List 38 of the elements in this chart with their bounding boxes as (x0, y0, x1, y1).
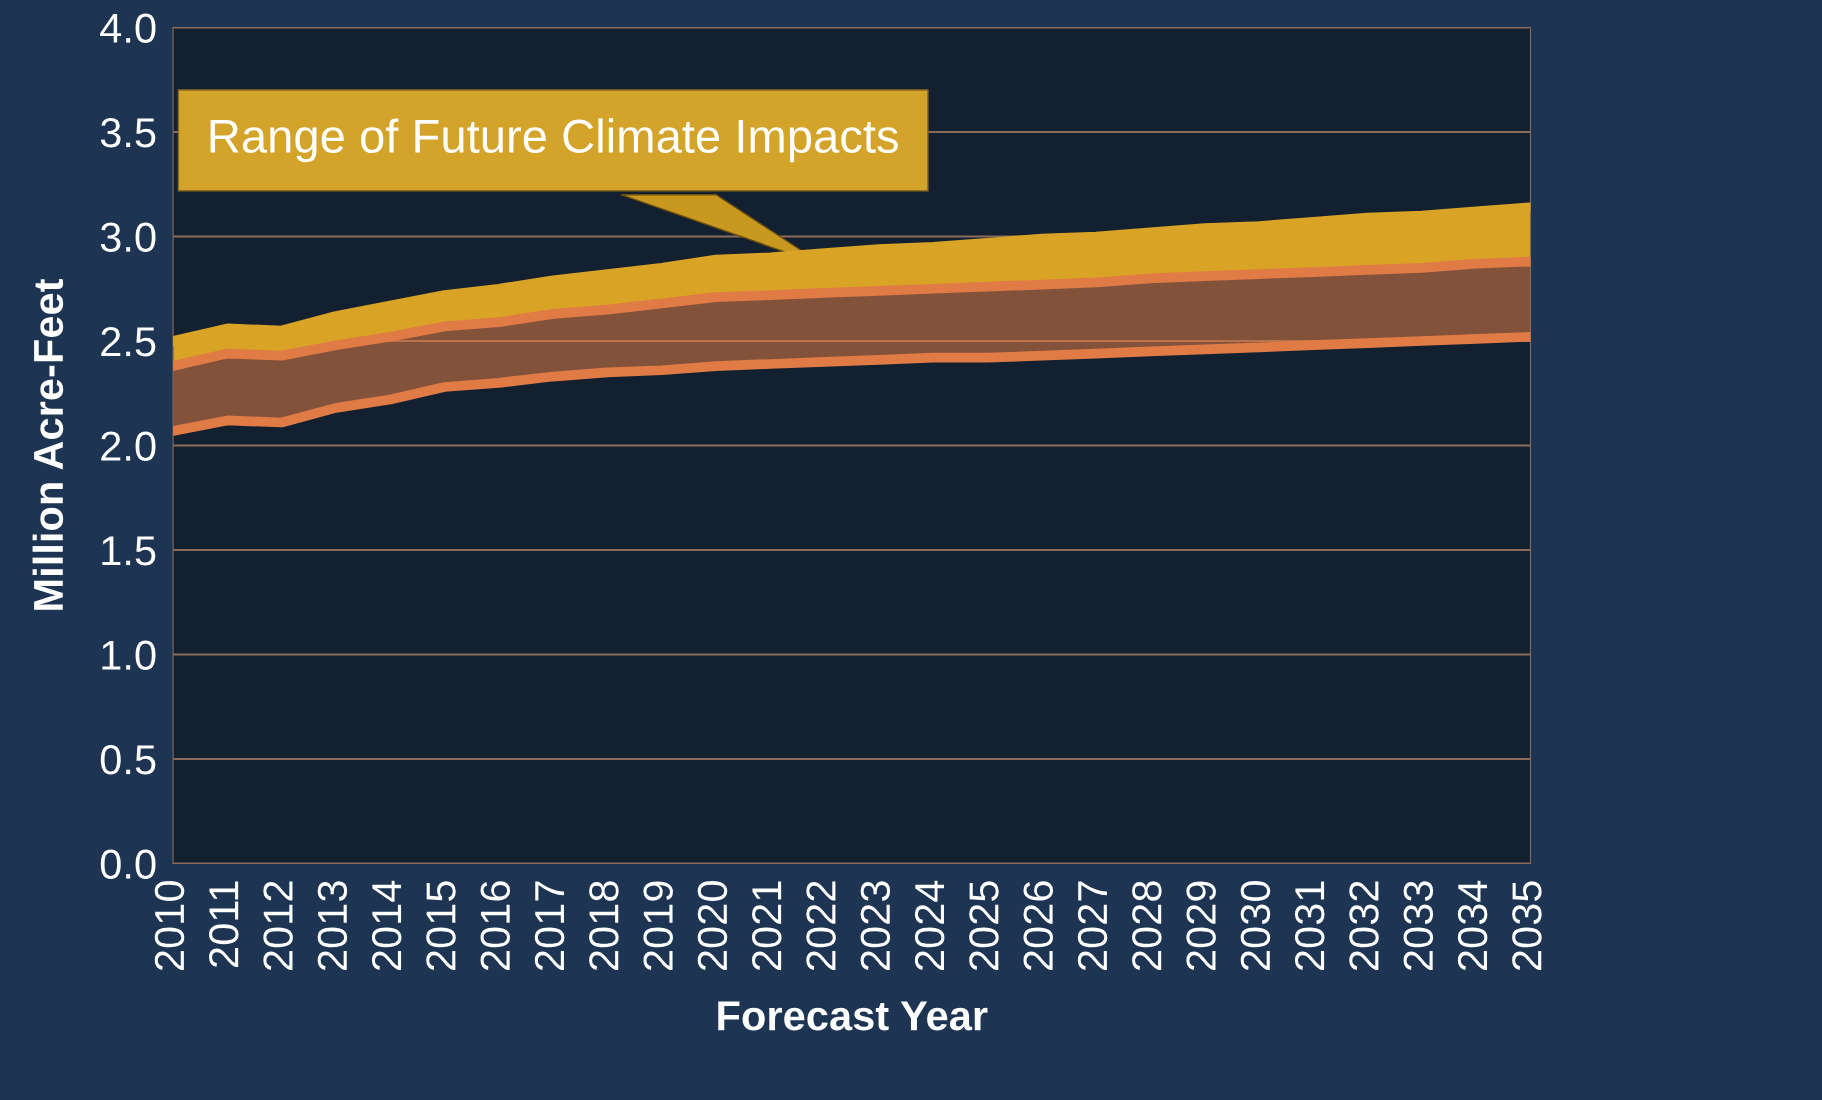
y-tick-label: 3.5 (100, 118, 156, 148)
x-tick-label: 2015 (426, 881, 456, 971)
y-tick-label: 0.5 (100, 745, 156, 775)
x-tick-label: 2019 (643, 881, 673, 971)
y-tick-label: 1.5 (102, 536, 156, 566)
x-tick-label: 2017 (534, 881, 565, 971)
y-tick-label: 2.0 (101, 431, 156, 462)
annotation: Range of Future Climate Impacts (210, 118, 898, 163)
y-tick-label: 2.5 (101, 327, 156, 357)
x-tick-label: 2016 (480, 881, 511, 971)
x-tick-label: 2025 (969, 881, 999, 971)
x-tick-label: 2033 (1403, 881, 1434, 971)
x-tick-label: 2023 (860, 881, 891, 971)
x-tick-label: 2012 (263, 881, 293, 971)
x-tick-label: 2014 (371, 880, 402, 971)
x-tick-label: 2029 (1186, 881, 1216, 971)
x-tick-label: 2013 (317, 881, 348, 971)
x-tick-label: 2021 (752, 881, 782, 971)
x-tick-label: 2011 (209, 881, 239, 967)
x-axis-title: Forecast Year (718, 1001, 988, 1031)
x-tick-label: 2018 (589, 881, 619, 971)
x-tick-label: 2031 (1294, 881, 1325, 971)
y-axis-title: Million Acre-Feet (32, 278, 64, 610)
x-tick-label: 2024 (914, 880, 945, 971)
y-tick-label: 0.0 (100, 849, 156, 880)
x-tick-label: 2028 (1132, 881, 1162, 971)
x-tick-label: 2035 (1512, 881, 1542, 971)
x-tick-label: 2020 (697, 881, 728, 971)
x-tick-label: 2022 (806, 881, 836, 971)
y-tick-label: 3.0 (100, 222, 156, 253)
x-tick-label: 2030 (1240, 881, 1271, 971)
x-tick-label: 2027 (1077, 881, 1108, 971)
x-tick-label: 2032 (1349, 881, 1379, 971)
x-tick-label: 2034 (1457, 880, 1488, 971)
x-tick-label: 2010 (154, 881, 185, 971)
x-tick-label: 2026 (1023, 881, 1053, 971)
y-tick-label: 4.0 (100, 13, 156, 44)
y-tick-label: 1.0 (102, 640, 156, 671)
